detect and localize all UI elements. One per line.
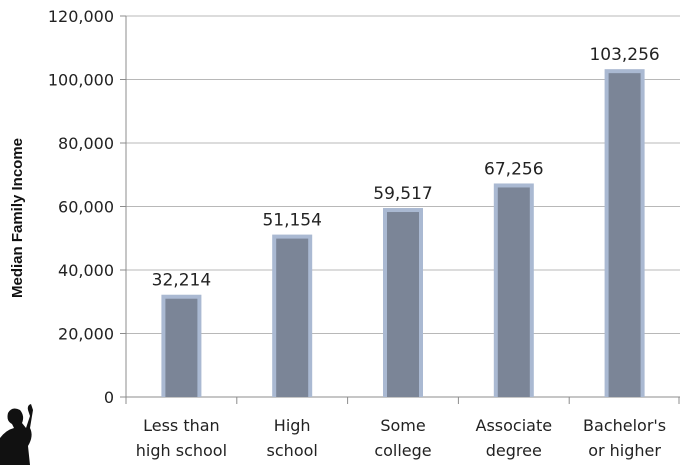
- y-axis-title: Median Family Income: [9, 138, 26, 298]
- bar-fill: [497, 187, 530, 397]
- x-category-label: or higher: [588, 441, 661, 460]
- y-tick-label: 60,000: [58, 198, 114, 217]
- y-tick-label: 100,000: [48, 71, 114, 90]
- x-category-label: high school: [136, 441, 227, 460]
- x-category-label: college: [374, 441, 431, 460]
- data-label: 59,517: [373, 184, 432, 204]
- x-category-label: degree: [486, 441, 542, 460]
- data-label: 32,214: [152, 271, 211, 291]
- x-category-label: Bachelor's: [583, 416, 666, 435]
- data-labels: 32,214 51,154 59,517 67,256 103,256: [152, 45, 660, 291]
- x-category-label: Less than: [143, 416, 220, 435]
- y-tick-label: 80,000: [58, 134, 114, 153]
- bar-fill: [387, 212, 419, 397]
- x-axis-category-labels: Less than high school High school Some colleg…: [136, 416, 666, 460]
- bars: [161, 69, 645, 397]
- x-category-label: High: [274, 416, 311, 435]
- x-category-label: Some: [380, 416, 425, 435]
- y-tick-label: 120,000: [48, 7, 114, 26]
- y-tick-label: 0: [104, 388, 114, 407]
- person-silhouette-icon: [0, 404, 33, 465]
- x-category-label: school: [267, 441, 318, 460]
- y-axis-ticks: 0 20,000 40,000 60,000 80,000 100,000 120,000: [48, 7, 680, 407]
- bar-fill: [276, 238, 309, 397]
- y-tick-label: 40,000: [58, 261, 114, 280]
- bar-fill: [608, 73, 641, 397]
- x-category-label: Associate: [476, 416, 553, 435]
- bar-fill: [165, 298, 198, 397]
- data-label: 103,256: [589, 45, 659, 65]
- data-label: 51,154: [262, 211, 321, 231]
- y-tick-label: 20,000: [58, 325, 114, 344]
- data-label: 67,256: [484, 159, 543, 179]
